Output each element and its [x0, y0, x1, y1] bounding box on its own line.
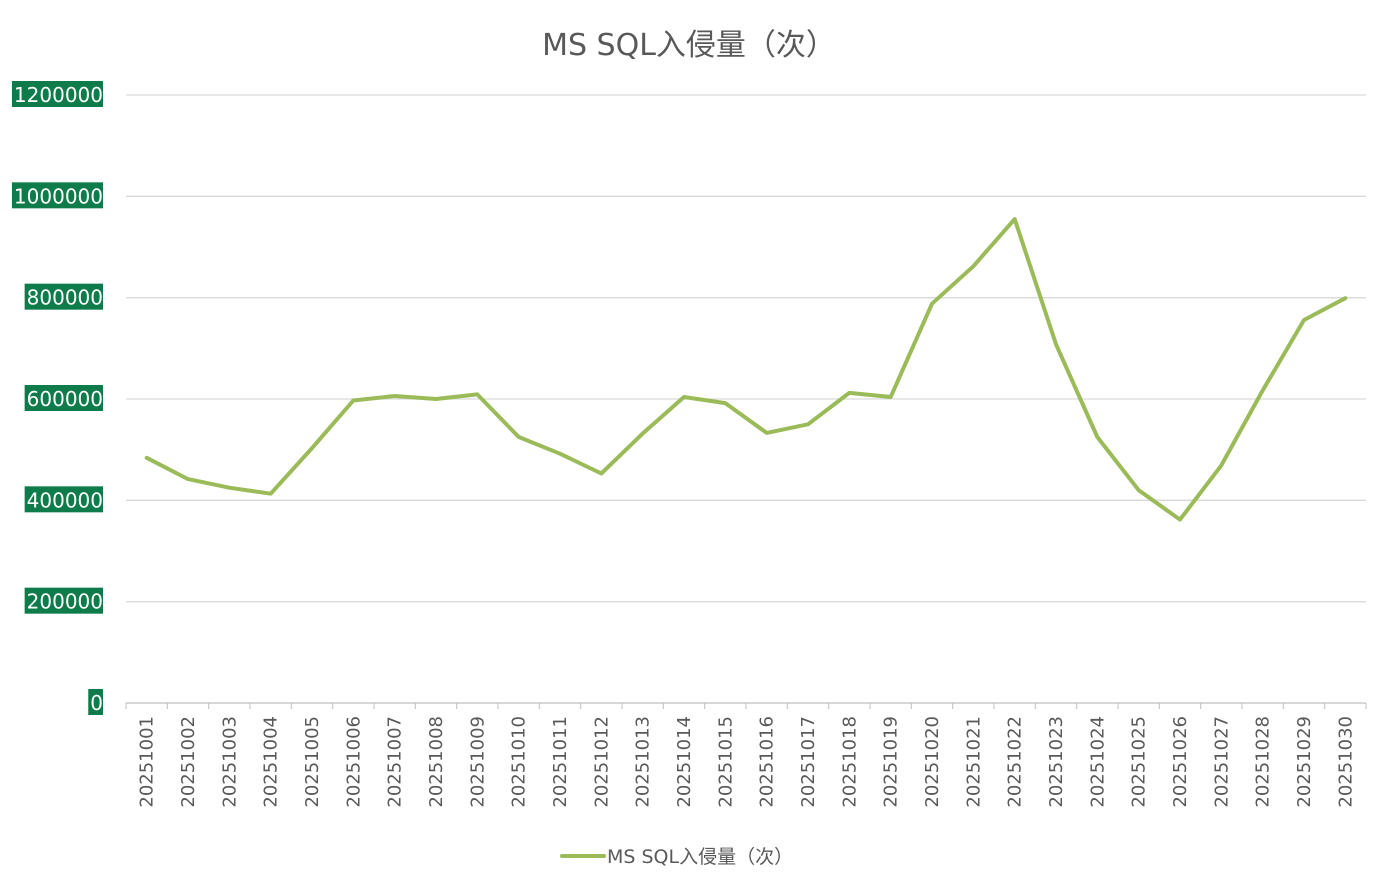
- x-tick-label: 20251025: [1129, 716, 1150, 808]
- y-tick-label: 0: [90, 691, 103, 715]
- x-tick-label: 20251018: [839, 716, 860, 808]
- y-tick-label-bg: [24, 283, 103, 310]
- y-tick-label: 400000: [27, 488, 103, 512]
- data-point: [1302, 318, 1306, 322]
- x-tick-label: 20251005: [302, 716, 323, 808]
- x-tick-label: 20251013: [633, 716, 654, 808]
- data-point: [393, 394, 397, 398]
- data-point: [1013, 217, 1017, 221]
- data-point: [1261, 388, 1265, 392]
- grid-lines: [126, 94, 1366, 704]
- x-tick-label: 20251014: [674, 716, 695, 808]
- x-tick-label: 20251030: [1335, 716, 1356, 808]
- x-tick-label: 20251021: [963, 716, 984, 808]
- x-tick-label: 20251010: [509, 716, 530, 808]
- x-tick-label: 20251008: [426, 716, 447, 808]
- x-tick-label: 20251026: [1170, 716, 1191, 808]
- series-line: [144, 217, 1348, 522]
- y-tick-label-bg: [11, 182, 103, 209]
- y-tick-label: 200000: [27, 590, 103, 614]
- y-axis: 0 200000 400000 600000 800000 1000000 1200000: [11, 81, 103, 715]
- plot-area: [144, 217, 1348, 522]
- x-tick-label: 20251029: [1294, 716, 1315, 808]
- data-point: [475, 392, 479, 396]
- x-tick-label: 20251016: [757, 716, 778, 808]
- x-tick-label: 20251024: [1087, 716, 1108, 808]
- data-point: [310, 446, 314, 450]
- x-tick-label: 20251001: [137, 716, 158, 808]
- x-tick-label: 20251028: [1253, 716, 1274, 808]
- y-tick-label-bg: [24, 385, 103, 411]
- y-tick-label-bg: [24, 587, 103, 614]
- data-point: [806, 422, 810, 426]
- data-point: [599, 471, 603, 475]
- data-point: [434, 397, 438, 401]
- data-point: [889, 395, 893, 399]
- x-tick-label: 20251023: [1046, 716, 1067, 808]
- y-tick-label-bg: [24, 486, 103, 513]
- y-tick-label-bg: [11, 81, 103, 107]
- y-tick-label: 1200000: [14, 83, 103, 107]
- y-tick-label-bg: [88, 689, 103, 715]
- x-tick-label: 20251009: [467, 716, 488, 808]
- x-tick-label: 20251007: [385, 716, 406, 808]
- legend-label: MS SQL入侵量（次）: [607, 846, 793, 868]
- data-point: [1137, 488, 1141, 492]
- x-tick-label: 20251027: [1211, 716, 1232, 808]
- data-point: [517, 435, 521, 439]
- data-point: [1219, 463, 1223, 467]
- data-point: [1095, 435, 1099, 439]
- data-point: [1054, 342, 1058, 346]
- y-tick-label: 600000: [27, 387, 103, 411]
- y-tick-label: 800000: [27, 286, 103, 310]
- x-tick-label: 20251020: [922, 716, 943, 808]
- x-tick-label: 20251022: [1005, 716, 1026, 808]
- x-tick-label: 20251011: [550, 716, 571, 808]
- x-axis: 20251001 20251002 20251003 20251004 20251005…: [125, 703, 1367, 808]
- x-tick-label: 20251015: [715, 716, 736, 808]
- y-tick-label: 1000000: [14, 184, 103, 208]
- x-tick-label: 20251006: [343, 716, 364, 808]
- data-point: [186, 477, 190, 481]
- data-point: [1178, 518, 1182, 522]
- x-tick-label: 20251002: [178, 716, 199, 808]
- data-point: [723, 401, 727, 405]
- x-tick-label: 20251004: [261, 716, 282, 808]
- x-tick-label: 20251017: [798, 716, 819, 808]
- data-point: [558, 452, 562, 456]
- data-point: [351, 399, 355, 403]
- x-tick-label: 20251003: [219, 716, 240, 808]
- x-tick-label: 20251012: [591, 716, 612, 808]
- data-point: [641, 431, 645, 435]
- data-point: [847, 391, 851, 395]
- x-tick-label: 20251019: [881, 716, 902, 808]
- data-point: [930, 302, 934, 306]
- data-point: [765, 431, 769, 435]
- data-point: [682, 395, 686, 399]
- data-point: [269, 492, 273, 496]
- data-point: [145, 456, 149, 460]
- data-point: [971, 264, 975, 268]
- legend: MS SQL入侵量（次）: [560, 846, 793, 868]
- data-point: [1343, 296, 1347, 300]
- data-point: [227, 486, 231, 490]
- chart-title: MS SQL入侵量（次）: [542, 28, 836, 63]
